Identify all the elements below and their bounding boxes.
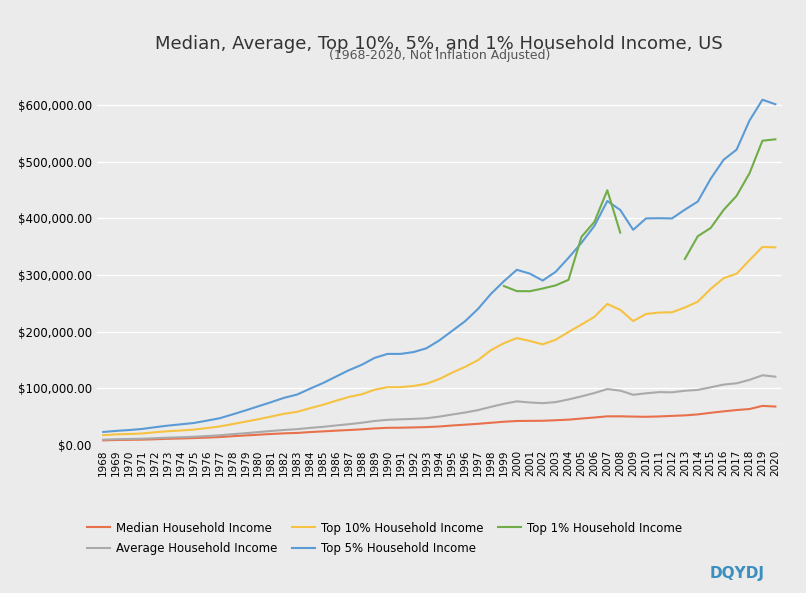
Top 10% Household Income	[98, 432, 108, 439]
Top 5% Household Income	[525, 270, 534, 277]
Median Household Income	[280, 430, 289, 437]
Top 10% Household Income	[616, 307, 625, 314]
Average Household Income	[525, 399, 534, 406]
Top 5% Household Income	[616, 206, 625, 213]
Top 10% Household Income	[758, 243, 767, 250]
Top 5% Household Income	[693, 198, 703, 205]
Top 10% Household Income	[693, 298, 703, 305]
Average Household Income	[98, 436, 108, 443]
Text: (1968-2020, Not Inflation Adjusted): (1968-2020, Not Inflation Adjusted)	[329, 49, 550, 62]
Top 10% Household Income	[771, 244, 780, 251]
Top 5% Household Income	[499, 278, 509, 285]
Top 10% Household Income	[280, 410, 289, 417]
Line: Top 5% Household Income: Top 5% Household Income	[103, 100, 775, 432]
Top 5% Household Income	[771, 101, 780, 108]
Median Household Income	[486, 419, 496, 426]
Top 10% Household Income	[486, 346, 496, 353]
Average Household Income	[499, 400, 509, 407]
Top 10% Household Income	[525, 337, 534, 345]
Median Household Income	[616, 413, 625, 420]
Average Household Income	[771, 373, 780, 380]
Top 5% Household Income	[280, 394, 289, 401]
Top 10% Household Income	[499, 340, 509, 347]
Line: Top 10% Household Income: Top 10% Household Income	[103, 247, 775, 435]
Average Household Income	[616, 387, 625, 394]
Median Household Income	[693, 411, 703, 418]
Average Household Income	[280, 426, 289, 433]
Average Household Income	[486, 403, 496, 410]
Top 5% Household Income	[486, 291, 496, 298]
Median Household Income	[771, 403, 780, 410]
Average Household Income	[758, 372, 767, 379]
Median Household Income	[758, 402, 767, 409]
Legend: Median Household Income, Average Household Income, Top 10% Household Income, Top: Median Household Income, Average Househo…	[81, 517, 688, 559]
Line: Median Household Income: Median Household Income	[103, 406, 775, 441]
Line: Average Household Income: Average Household Income	[103, 375, 775, 439]
Median Household Income	[499, 418, 509, 425]
Text: DQYDJ: DQYDJ	[709, 566, 764, 581]
Average Household Income	[693, 386, 703, 393]
Median Household Income	[525, 417, 534, 425]
Title: Median, Average, Top 10%, 5%, and 1% Household Income, US: Median, Average, Top 10%, 5%, and 1% Hou…	[156, 36, 723, 53]
Median Household Income	[98, 437, 108, 444]
Top 5% Household Income	[758, 96, 767, 103]
Top 5% Household Income	[98, 428, 108, 435]
